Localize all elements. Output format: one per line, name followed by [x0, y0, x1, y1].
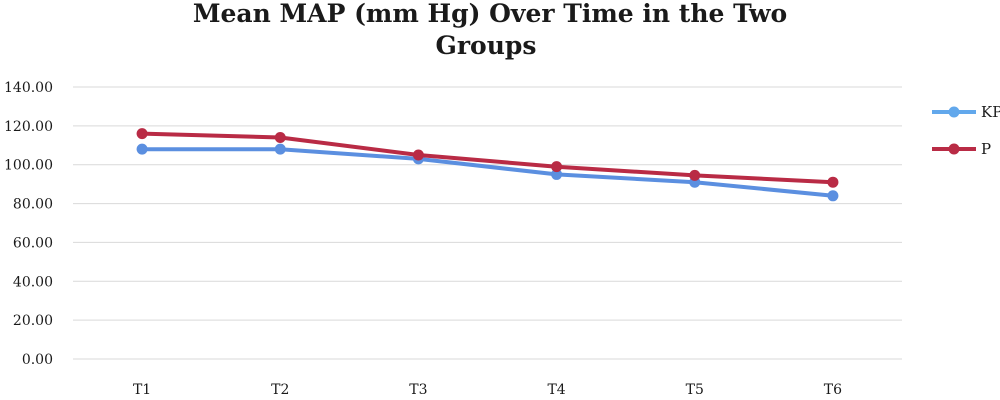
y-tick-label: 0.00	[22, 352, 53, 368]
data-point-kp	[827, 190, 839, 202]
x-tick-label: T6	[824, 382, 842, 398]
legend-item-kp: KP	[932, 103, 1000, 121]
chart-title-line-1: Mean MAP (mm Hg) Over Time in the Two	[193, 0, 787, 28]
y-tick-label: 80.00	[13, 197, 53, 213]
legend-label: KP	[981, 103, 1000, 121]
legend-swatch-marker	[948, 106, 960, 118]
y-tick-label: 20.00	[13, 313, 53, 329]
legend-item-p: P	[932, 140, 991, 158]
x-tick-label: T2	[271, 382, 289, 398]
data-point-p	[827, 176, 839, 188]
x-axis-ticks: T1 T2 T3 T4 T5 T6	[133, 382, 842, 398]
legend: KP P	[932, 103, 1000, 158]
x-tick-label: T3	[409, 382, 427, 398]
series-line-kp	[140, 147, 835, 198]
data-point-p	[136, 128, 148, 140]
data-point-p	[412, 149, 424, 161]
legend-swatch-marker	[948, 143, 960, 155]
legend-label: P	[981, 140, 991, 158]
y-tick-label: 60.00	[13, 235, 53, 251]
series-p	[136, 128, 839, 188]
series-line-p	[140, 131, 835, 185]
data-point-kp	[136, 143, 148, 155]
data-point-kp	[551, 168, 563, 180]
x-tick-label: T4	[547, 382, 565, 398]
data-point-p	[274, 132, 286, 144]
chart-title-line-2: Groups	[436, 31, 537, 60]
grid	[73, 86, 902, 360]
series-kp	[136, 143, 839, 202]
y-tick-label: 100.00	[4, 158, 53, 174]
x-tick-label: T5	[686, 382, 704, 398]
data-point-p	[689, 169, 701, 181]
y-tick-label: 40.00	[13, 274, 53, 290]
y-tick-label: 120.00	[4, 119, 53, 135]
series	[136, 128, 839, 202]
y-axis-ticks: 0.00 20.00 40.00 60.00 80.00 100.00 120.00 140.…	[4, 80, 53, 368]
data-point-p	[551, 161, 563, 173]
y-tick-label: 140.00	[4, 80, 53, 96]
data-point-kp	[274, 143, 286, 155]
x-tick-label: T1	[133, 382, 151, 398]
